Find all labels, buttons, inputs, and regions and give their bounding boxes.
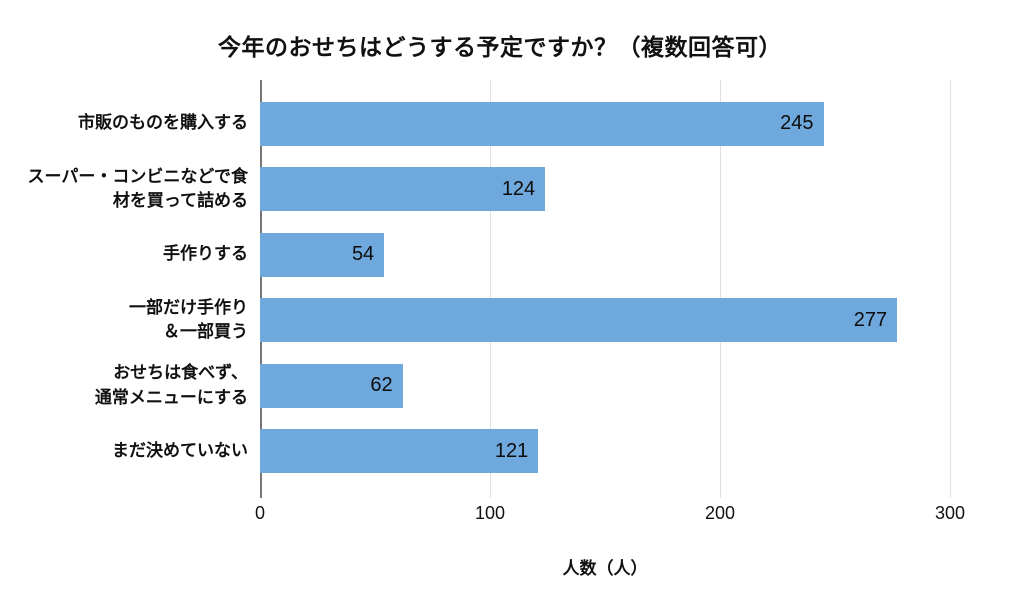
bar-row: 62	[260, 353, 950, 419]
category-label-cell: 一部だけ手作り ＆一部買う	[0, 288, 248, 354]
bar-row: 124	[260, 157, 950, 223]
category-label-cell: 市販のものを購入する	[0, 91, 248, 157]
bar-row: 54	[260, 222, 950, 288]
value-label: 54	[351, 243, 375, 266]
category-label: 一部だけ手作り ＆一部買う	[129, 297, 248, 342]
value-label: 121	[494, 439, 529, 462]
x-axis-ticks: 0 100 200 300	[255, 503, 965, 527]
category-label: 市販のものを購入する	[78, 113, 248, 133]
x-tick-label: 100	[474, 503, 506, 523]
bar-row: 245	[260, 91, 950, 157]
category-label: まだ決めていない	[112, 440, 248, 460]
category-label: おせちは食べず、 通常メニューにする	[94, 363, 248, 407]
category-label-cell: まだ決めていない	[0, 419, 248, 485]
x-tick-label: 0	[254, 503, 266, 523]
bar-row: 121	[260, 419, 950, 485]
category-labels-column: 市販のものを購入する スーパー・コンビニなどで食 材を買って詰める 手作りする …	[0, 91, 249, 485]
chart-title: 今年のおせちはどうする予定ですか？（複数回答可）	[218, 34, 782, 60]
bar: 245	[260, 101, 824, 146]
value-label: 245	[780, 112, 814, 135]
plot-area: 245 124 54 277 62 121	[260, 80, 951, 498]
bar: 124	[260, 167, 546, 212]
x-axis-title: 人数（人）	[562, 559, 648, 578]
category-label-cell: 手作りする	[0, 222, 248, 288]
category-label: 手作りする	[163, 244, 248, 264]
bar-row: 277	[260, 288, 950, 354]
value-label: 277	[853, 308, 888, 331]
category-label-cell: おせちは食べず、 通常メニューにする	[0, 353, 248, 419]
bar: 277	[260, 298, 898, 343]
category-label-cell: スーパー・コンビニなどで食 材を買って詰める	[0, 157, 249, 223]
bars-container: 245 124 54 277 62 121	[260, 91, 950, 484]
x-tick-label: 200	[704, 503, 736, 523]
value-label: 62	[370, 374, 393, 397]
x-tick-label: 300	[934, 503, 966, 523]
category-label: スーパー・コンビニなどで食 材を買って詰める	[27, 166, 249, 211]
value-label: 124	[501, 177, 536, 200]
bar: 54	[260, 232, 385, 277]
bar: 62	[260, 363, 403, 408]
bar: 121	[260, 429, 539, 474]
gridline	[950, 80, 951, 498]
